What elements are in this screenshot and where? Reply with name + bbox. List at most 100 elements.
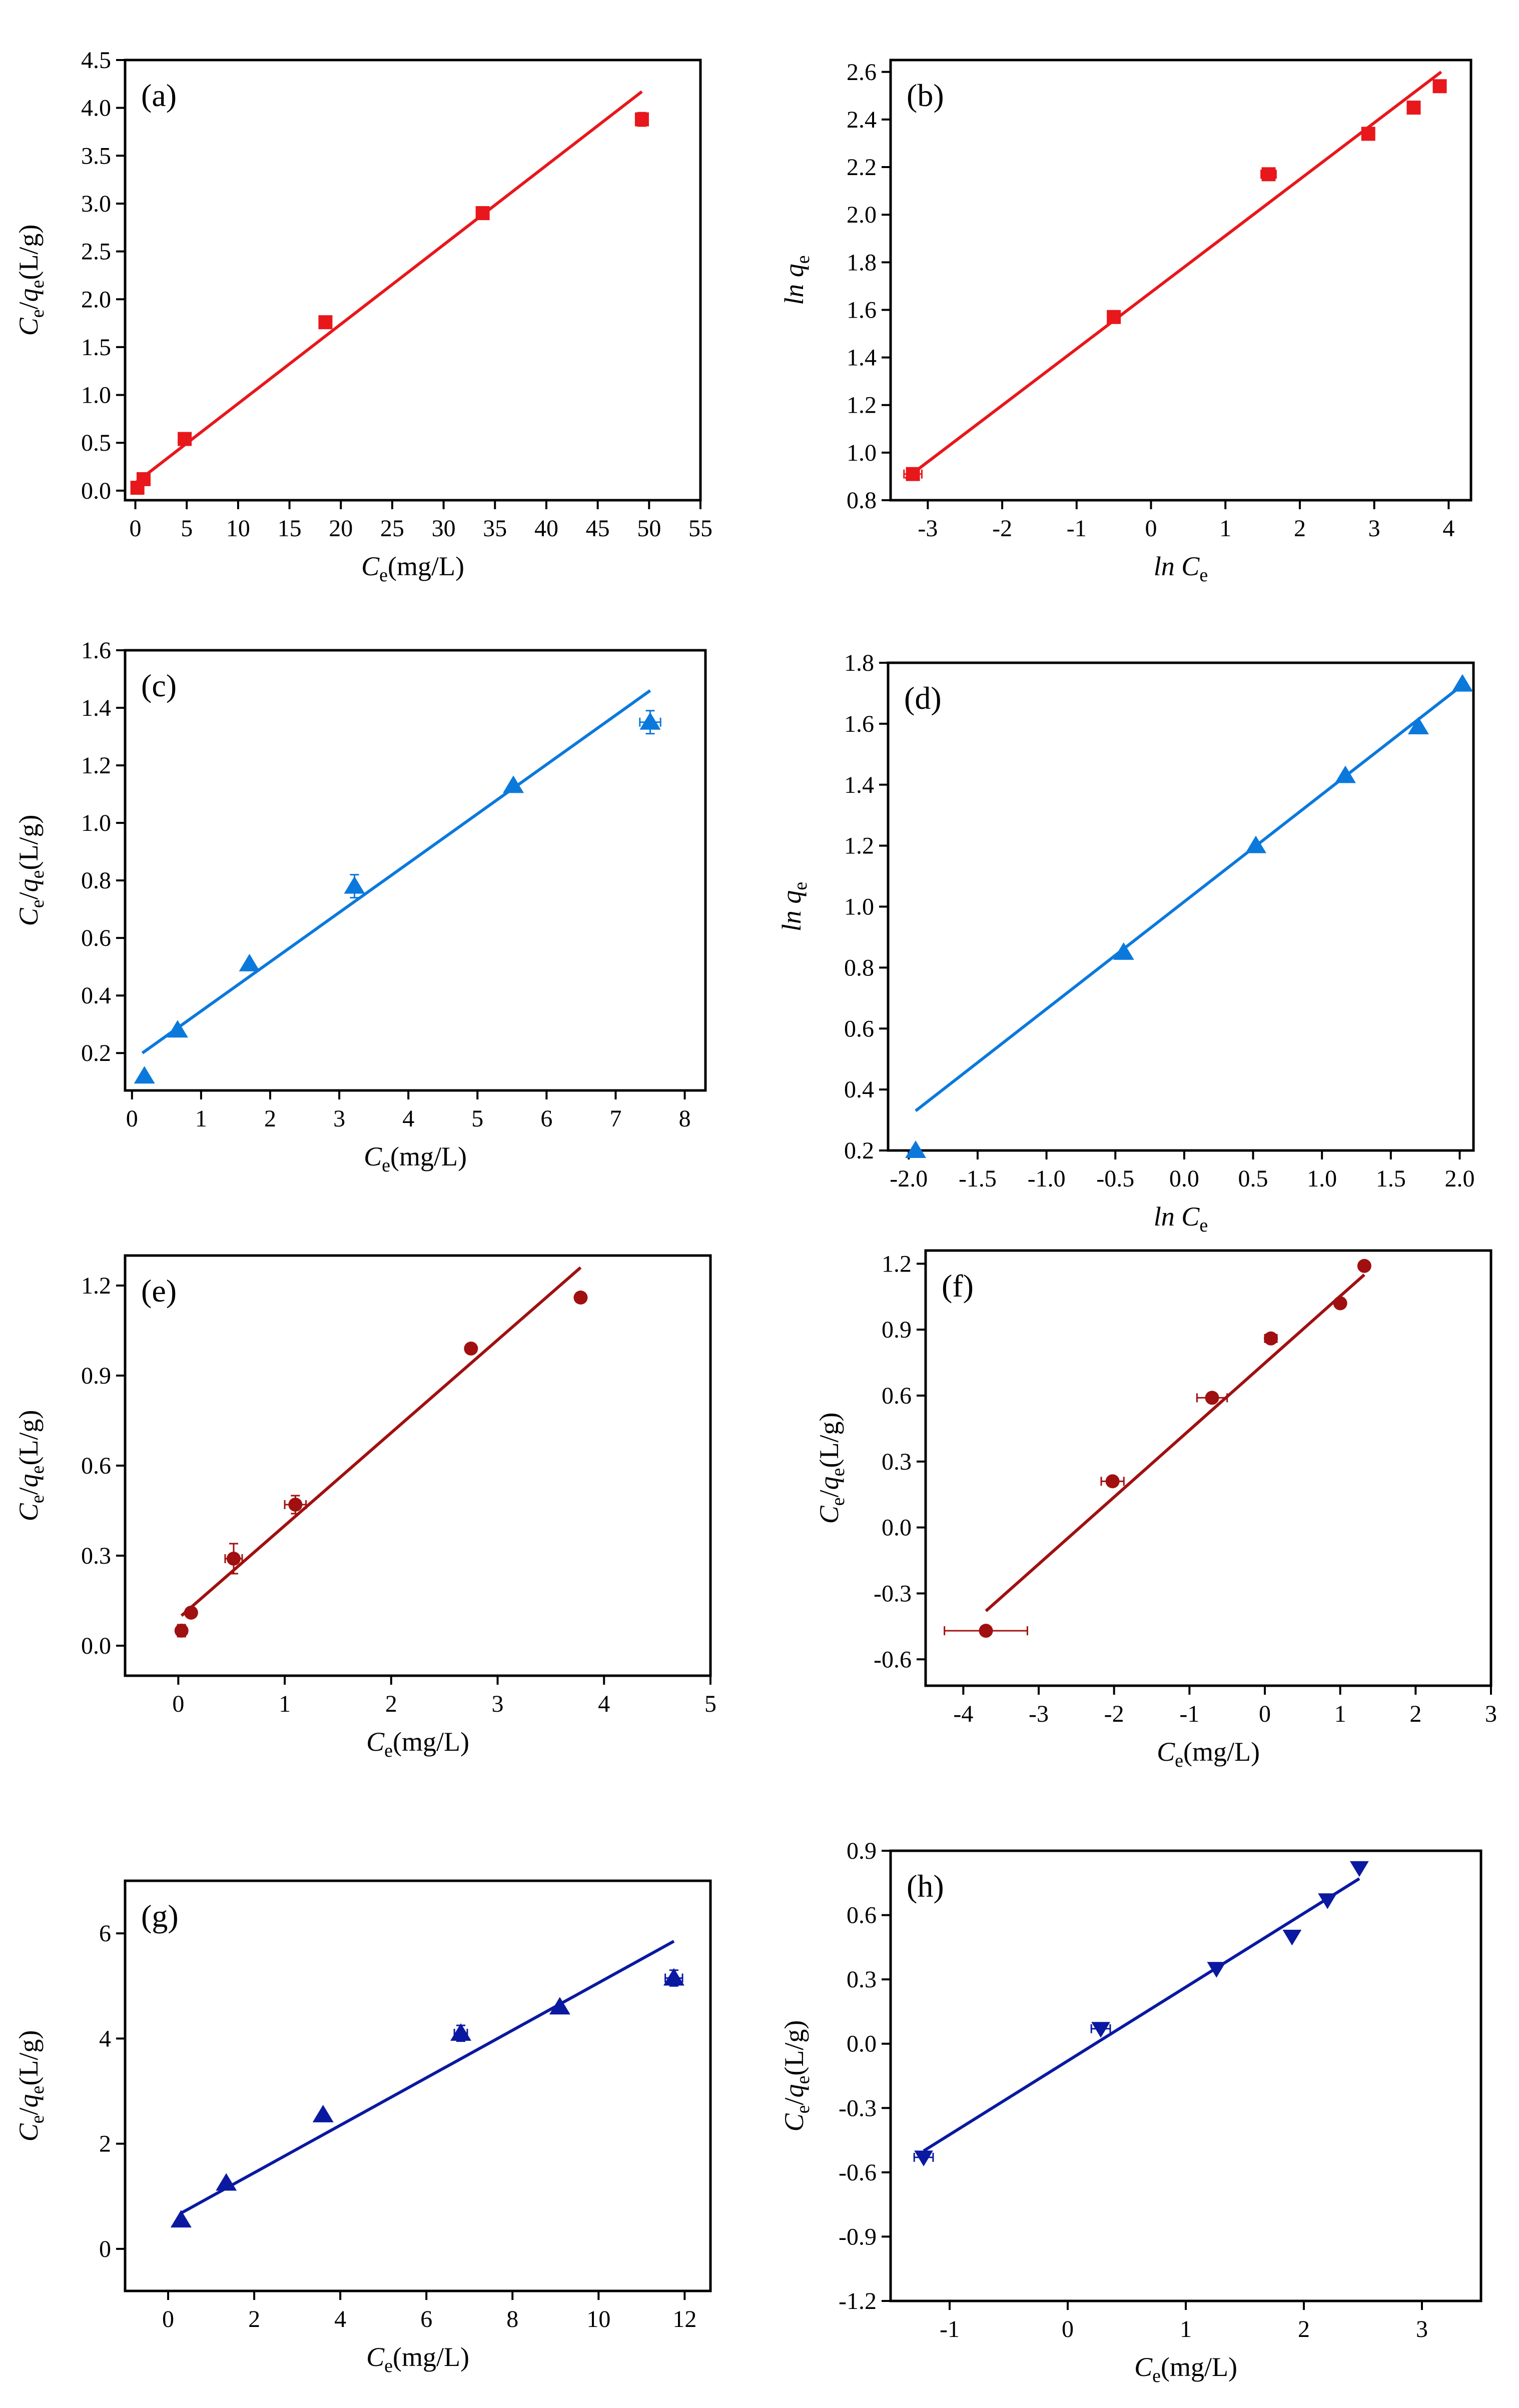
data-point bbox=[906, 467, 920, 481]
y-tick-label: 0.6 bbox=[81, 925, 111, 951]
fit-line bbox=[904, 71, 1442, 480]
data-point bbox=[174, 1624, 189, 1638]
data-point bbox=[475, 206, 490, 221]
x-axis-label-main: ln C bbox=[1154, 551, 1200, 581]
y-tick-label: 0.6 bbox=[81, 1453, 111, 1479]
x-tick-label: 4 bbox=[1442, 515, 1454, 542]
data-point bbox=[1113, 942, 1134, 960]
x-tick-label: 2.0 bbox=[1444, 1165, 1474, 1192]
x-tick-label: 1.0 bbox=[1307, 1165, 1337, 1192]
y-axis-label: ln qe bbox=[779, 255, 814, 305]
x-tick-label: 2 bbox=[264, 1105, 276, 1132]
chart-panel-e: 0 1 2 3 4 50.00.30.60.91.2 (e)Ce(mg/L)Ce/qe(L/… bbox=[14, 1254, 716, 1761]
y-tick-label: 1.6 bbox=[844, 711, 874, 737]
y-axis-label-sub2: e bbox=[793, 2076, 814, 2084]
y-axis-label-main2: q bbox=[14, 1474, 44, 1487]
data-point bbox=[1451, 674, 1473, 692]
x-tick-label: 5 bbox=[471, 1105, 483, 1132]
y-axis-label: Ce/qe(L/g) bbox=[814, 1413, 849, 1524]
x-tick-label: 4 bbox=[334, 2306, 346, 2332]
y-tick-label: 6 bbox=[99, 1920, 111, 1947]
y-axis-label-unit: (L/g) bbox=[814, 1413, 844, 1468]
y-tick-label: 1.0 bbox=[81, 382, 111, 409]
fit-line bbox=[180, 1266, 582, 1617]
fit-line bbox=[985, 1274, 1365, 1612]
x-axis-label-unit: (mg/L) bbox=[388, 551, 464, 581]
x-axis-label-sub: e bbox=[384, 2355, 393, 2376]
y-tick-label: -0.6 bbox=[839, 2159, 877, 2186]
y-axis-label-unit: (L/g) bbox=[14, 225, 44, 280]
x-tick-label: -2 bbox=[1104, 1701, 1124, 1727]
y-tick-label: 0.0 bbox=[847, 2031, 877, 2057]
x-axis-label: ln Ce bbox=[1154, 551, 1208, 586]
x-tick-label: 40 bbox=[534, 515, 558, 542]
y-tick-label: 0.3 bbox=[81, 1543, 111, 1569]
y-axis-label-unit: (L/g) bbox=[14, 815, 44, 870]
chart-panel-h: -1 0 1 2 3-1.2-0.9-0.6-0.30.00.30.60.9(h)Ce(… bbox=[779, 1838, 1482, 2386]
data-point bbox=[226, 1552, 241, 1566]
y-axis-label-sub2: e bbox=[27, 280, 48, 289]
plot-frame bbox=[887, 661, 1475, 1152]
y-axis-label-main2: q bbox=[14, 2094, 44, 2107]
y-axis-label-slash: / bbox=[814, 1490, 844, 1497]
x-axis-label-sub: e bbox=[1199, 565, 1208, 586]
y-axis-label-sub: e bbox=[27, 2115, 48, 2123]
data-point bbox=[1361, 127, 1375, 141]
x-tick-label: 0.0 bbox=[1169, 1165, 1199, 1192]
panel-label: (f) bbox=[942, 1268, 974, 1304]
data-point bbox=[1406, 101, 1421, 115]
data-point bbox=[344, 876, 365, 894]
data-point bbox=[549, 1997, 570, 2015]
x-tick-label: -2.0 bbox=[890, 1165, 928, 1192]
data-point bbox=[1261, 167, 1276, 182]
y-axis-label-sub2: e bbox=[828, 1468, 849, 1477]
y-axis-label-main2: q bbox=[14, 878, 44, 892]
data-point bbox=[573, 1291, 588, 1305]
data-point bbox=[450, 2023, 472, 2041]
y-axis-label: ln qe bbox=[777, 882, 811, 931]
x-axis-label-unit: (mg/L) bbox=[393, 2342, 469, 2372]
x-axis-label-unit: (mg/L) bbox=[1161, 2352, 1237, 2382]
y-tick-label: 0.6 bbox=[882, 1383, 912, 1409]
fit-line bbox=[180, 1940, 675, 2215]
y-axis-label-main: C bbox=[814, 1505, 844, 1524]
y-tick-label: 1.2 bbox=[844, 833, 874, 859]
x-tick-label: 12 bbox=[672, 2306, 696, 2332]
y-tick-label: 0.0 bbox=[81, 1633, 111, 1659]
x-axis-label-sub: e bbox=[1175, 1750, 1183, 1771]
data-point bbox=[1407, 716, 1429, 734]
data-point bbox=[1091, 2022, 1110, 2038]
data-point bbox=[905, 1140, 927, 1158]
data-point bbox=[318, 315, 333, 330]
y-tick-label: 0.3 bbox=[882, 1449, 912, 1475]
x-tick-label: -1.5 bbox=[959, 1165, 997, 1192]
x-tick-label: 2 bbox=[385, 1691, 397, 1717]
y-axis-label-sub: e bbox=[790, 882, 811, 890]
data-point bbox=[503, 775, 524, 793]
y-tick-label: 4 bbox=[99, 2025, 111, 2052]
data-point bbox=[464, 1342, 478, 1356]
y-tick-label: 1.4 bbox=[847, 345, 877, 371]
y-axis-label-slash: / bbox=[14, 302, 44, 309]
x-tick-label: 5 bbox=[181, 515, 193, 542]
y-tick-label: -0.3 bbox=[874, 1580, 912, 1607]
y-axis-label: Ce/qe(L/g) bbox=[779, 2020, 814, 2132]
x-tick-label: 55 bbox=[688, 515, 712, 542]
fit-line bbox=[141, 689, 651, 1054]
x-axis-label-main: C bbox=[1134, 2352, 1153, 2382]
data-point bbox=[1334, 765, 1356, 783]
plot-frame bbox=[124, 649, 707, 1092]
x-axis-label-unit: (mg/L) bbox=[393, 1727, 469, 1757]
data-point bbox=[1205, 1391, 1219, 1405]
y-tick-label: 0.8 bbox=[844, 954, 874, 981]
data-point bbox=[184, 1606, 198, 1620]
x-tick-label: 3 bbox=[492, 1691, 504, 1717]
x-tick-label: 1 bbox=[279, 1691, 291, 1717]
y-tick-label: 0.5 bbox=[81, 430, 111, 456]
y-axis-label-main2: q bbox=[14, 288, 44, 302]
fit-line bbox=[134, 90, 643, 484]
x-axis-label-unit: (mg/L) bbox=[1183, 1737, 1260, 1767]
y-tick-label: 2.2 bbox=[847, 154, 877, 181]
y-tick-label: -1.2 bbox=[839, 2288, 877, 2314]
